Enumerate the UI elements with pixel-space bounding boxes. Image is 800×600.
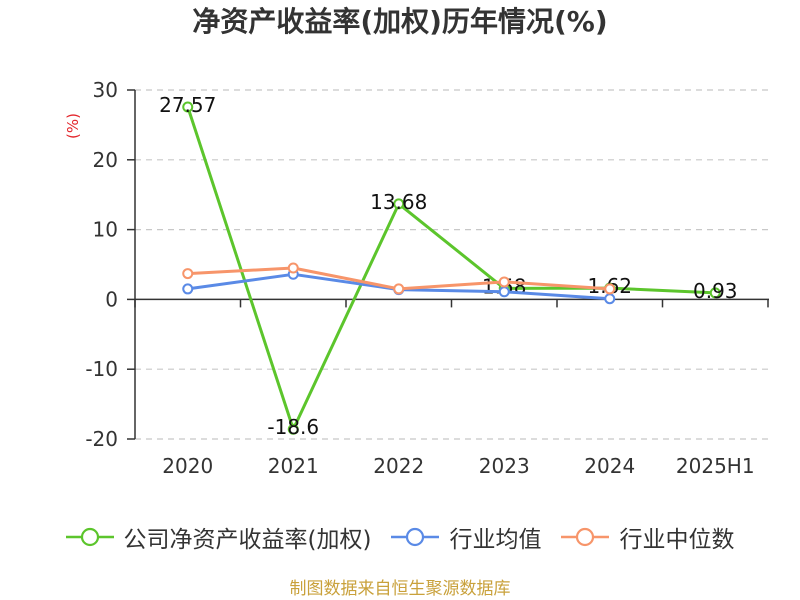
legend-label: 行业均值	[449, 527, 542, 553]
data-label: -18.6	[267, 415, 319, 439]
y-tick-label: 0	[105, 287, 118, 311]
data-label: 0.93	[693, 279, 738, 303]
legend-label: 公司净资产收益率(加权)	[123, 527, 372, 553]
y-tick-label: 30	[93, 78, 118, 102]
data-point	[709, 287, 721, 299]
source-note: 制图数据来自恒生聚源数据库	[289, 579, 511, 599]
data-point	[498, 276, 510, 288]
legend-line-circle-icon	[65, 527, 114, 547]
y-tick-label: -10	[85, 357, 118, 381]
y-tick-label: 20	[93, 148, 118, 172]
legend-line-circle-icon	[561, 527, 610, 547]
legend-line-circle-icon	[391, 527, 440, 547]
data-point	[393, 198, 405, 210]
y-tick-label: -20	[85, 427, 118, 451]
series-0: 27.57-18.613.681.581.620.93	[159, 93, 737, 439]
x-tick-label: 2022	[373, 454, 424, 478]
grid-lines	[135, 89, 768, 440]
data-point	[498, 286, 510, 298]
data-point	[287, 423, 299, 435]
legend-item-industry-mean[interactable]: 行业均值	[391, 520, 541, 554]
data-point	[182, 101, 194, 113]
data-point	[604, 293, 616, 305]
data-point	[182, 268, 194, 280]
series-2	[182, 262, 616, 295]
series-line	[186, 105, 717, 431]
legend-label: 行业中位数	[619, 527, 735, 553]
legend: 公司净资产收益率(加权) 行业均值 行业中位数	[0, 520, 800, 554]
data-point	[182, 283, 194, 295]
axes: 30 20 10 0 -10 -20 2020 2021 2022 2023 2024 2025H1 (…	[64, 78, 769, 478]
y-tick-label: 10	[93, 218, 118, 242]
x-tick-label: 2020	[162, 454, 213, 478]
data-label: 13.68	[370, 190, 427, 214]
legend-item-industry-median[interactable]: 行业中位数	[561, 520, 734, 554]
chart-title: 净资产收益率(加权)历年情况(%)	[192, 5, 608, 38]
x-tick-label: 2024	[584, 454, 635, 478]
x-tick-label: 2025H1	[676, 454, 755, 478]
y-axis-title: (%)	[64, 113, 82, 139]
x-tick-label: 2021	[268, 454, 319, 478]
data-label: 27.57	[159, 93, 216, 117]
data-point	[604, 283, 616, 295]
x-tick-label: 2023	[479, 454, 530, 478]
data-point	[393, 283, 405, 295]
legend-item-company-roe[interactable]: 公司净资产收益率(加权)	[65, 520, 372, 554]
data-point	[287, 262, 299, 274]
